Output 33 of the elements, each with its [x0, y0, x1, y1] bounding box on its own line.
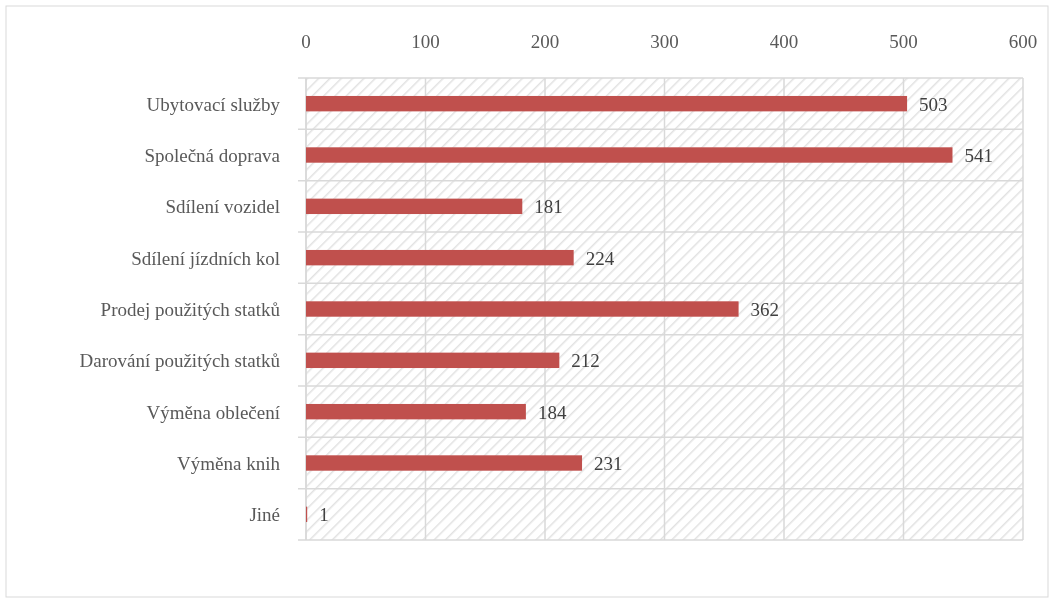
- x-tick-label: 200: [530, 31, 560, 52]
- bar: [306, 147, 953, 163]
- y-tick-label: Darování použitých statků: [79, 350, 281, 372]
- x-tick-label: 0: [301, 31, 311, 52]
- y-tick-label: Výměna oblečení: [146, 401, 281, 423]
- bar: [306, 455, 583, 471]
- bar: [306, 352, 560, 369]
- data-label: 362: [750, 299, 780, 320]
- data-label: 184: [537, 401, 567, 423]
- data-label: 212: [571, 350, 600, 372]
- data-label: 181: [534, 196, 563, 218]
- y-tick-label: Společná doprava: [144, 145, 281, 166]
- bar: [306, 403, 526, 420]
- y-tick-label: Výměna knih: [177, 453, 281, 474]
- bar: [306, 249, 574, 266]
- y-tick-label: Prodej použitých statků: [100, 299, 281, 320]
- data-label: 231: [594, 453, 623, 474]
- bar: [306, 95, 908, 112]
- data-label: 541: [964, 145, 993, 166]
- y-tick-label: Jiné: [249, 504, 280, 526]
- x-tick-label: 300: [650, 31, 679, 52]
- x-tick-label: 400: [769, 31, 799, 52]
- y-tick-label: Sdílení vozidel: [165, 196, 280, 218]
- x-tick-label: 600: [1008, 31, 1038, 52]
- bar: [306, 301, 739, 317]
- bar: [306, 198, 523, 215]
- data-label: 224: [585, 247, 615, 269]
- data-label: 1: [319, 504, 329, 526]
- x-tick-label: 500: [889, 31, 918, 52]
- data-label: 503: [919, 93, 948, 115]
- x-tick-label: 100: [411, 31, 440, 52]
- y-tick-label: Ubytovací služby: [146, 93, 281, 115]
- y-tick-label: Sdílení jízdních kol: [131, 247, 280, 269]
